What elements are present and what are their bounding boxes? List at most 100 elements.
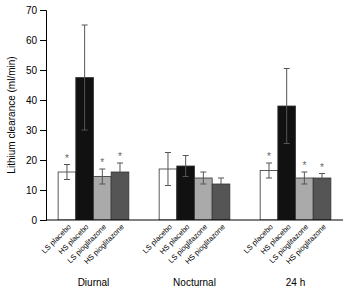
- group-label: Nocturnal: [173, 277, 216, 288]
- error-bar-cap: [266, 178, 272, 179]
- error-bar-cap: [200, 172, 206, 173]
- error-bar-cap: [82, 25, 88, 26]
- bar: [195, 178, 213, 220]
- annotations: * * * * * *: [65, 151, 324, 173]
- x-tick-label: HS pioglitazone: [284, 222, 328, 266]
- y-axis-line: [40, 11, 47, 221]
- error-bar-line: [304, 172, 305, 184]
- y-tick-mark: [40, 70, 46, 71]
- y-tick-label: 70: [26, 5, 38, 16]
- error-bar-line: [167, 153, 168, 186]
- y-axis: 0 10 20 30 40 50 60 70: [26, 5, 47, 226]
- error-bar: [117, 163, 123, 181]
- y-tick: 10: [26, 185, 46, 196]
- y-tick-mark: [40, 10, 46, 11]
- error-bar-cap: [301, 184, 307, 185]
- error-bar-cap: [117, 163, 123, 164]
- error-bar-cap: [99, 169, 105, 170]
- error-bar-cap: [284, 68, 290, 69]
- y-tick: 70: [26, 5, 46, 16]
- y-tick: 60: [26, 35, 46, 46]
- y-axis-title: Lithium clearance (ml/min): [6, 56, 17, 173]
- group-label: 24 h: [286, 277, 305, 288]
- error-bar-cap: [82, 130, 88, 131]
- error-bar: [64, 165, 70, 180]
- error-bar-line: [66, 165, 67, 180]
- y-tick-label: 50: [26, 65, 38, 76]
- error-bar-line: [286, 69, 287, 144]
- y-tick: 20: [26, 155, 46, 166]
- y-tick-label: 30: [26, 125, 38, 136]
- error-bar-line: [119, 163, 120, 181]
- error-bar: [284, 69, 290, 144]
- y-tick: 40: [26, 95, 46, 106]
- y-tick-mark: [40, 100, 46, 101]
- error-bar: [183, 156, 189, 177]
- error-bar-line: [185, 156, 186, 177]
- error-bar: [99, 169, 105, 184]
- bar: [58, 172, 76, 220]
- error-bar: [319, 174, 325, 183]
- y-tick: 0: [31, 215, 46, 226]
- bar: [313, 178, 331, 220]
- x-tick-label: HS pioglitazone: [82, 222, 126, 266]
- error-bar-cap: [183, 176, 189, 177]
- error-bar-cap: [64, 179, 70, 180]
- error-bar-cap: [319, 182, 325, 183]
- y-tick-mark: [40, 160, 46, 161]
- error-bar-cap: [301, 172, 307, 173]
- y-tick-label: 20: [26, 155, 38, 166]
- error-bar: [218, 178, 224, 190]
- error-bar: [301, 172, 307, 184]
- series: [111, 163, 331, 220]
- error-bar-cap: [64, 164, 70, 165]
- annotation: *: [320, 162, 324, 173]
- x-tick-label: HS pioglitazone: [183, 222, 227, 266]
- error-bar-cap: [99, 184, 105, 185]
- error-bar: [200, 172, 206, 184]
- error-bar-line: [84, 25, 85, 130]
- error-bar-line: [269, 163, 270, 178]
- series: [76, 25, 296, 220]
- y-tick-mark: [40, 40, 46, 41]
- y-tick-mark: [40, 190, 46, 191]
- error-bar-cap: [266, 163, 272, 164]
- x-axis: LS placeboHS placeboLS pioglitazoneHS pi…: [40, 222, 328, 288]
- y-tick: 30: [26, 125, 46, 136]
- y-tick-label: 0: [31, 215, 37, 226]
- error-bar-cap: [183, 155, 189, 156]
- y-tick: 50: [26, 65, 46, 76]
- error-bar-cap: [218, 178, 224, 179]
- series: [93, 169, 313, 220]
- annotation: *: [100, 157, 104, 168]
- error-bar: [82, 25, 88, 130]
- annotation: *: [118, 151, 122, 162]
- error-bar: [165, 153, 171, 186]
- error-bar-line: [221, 178, 222, 190]
- x-axis-line: [46, 220, 343, 221]
- y-tick-label: 60: [26, 35, 38, 46]
- error-bar-cap: [319, 173, 325, 174]
- error-bar-line: [322, 174, 323, 183]
- error-bar-line: [102, 169, 103, 184]
- error-bar-line: [203, 172, 204, 184]
- error-bar-cap: [218, 190, 224, 191]
- annotation: *: [267, 151, 271, 162]
- error-bar-cap: [165, 152, 171, 153]
- annotation: *: [302, 160, 306, 171]
- group-label: Diurnal: [78, 277, 110, 288]
- annotation: *: [65, 153, 69, 164]
- y-tick-mark: [40, 220, 46, 221]
- y-tick-mark: [40, 130, 46, 131]
- chart: 0 10 20 30 40 50 60 70 * * * * * * LS placeboHS placeb…: [0, 0, 353, 302]
- error-bar-cap: [165, 185, 171, 186]
- y-tick-label: 10: [26, 185, 38, 196]
- plot: 0 10 20 30 40 50 60 70 * * * * * * LS placeboHS placeb…: [26, 5, 343, 288]
- marks: [58, 25, 331, 220]
- bar: [296, 178, 314, 220]
- y-tick-label: 40: [26, 95, 38, 106]
- bar: [260, 171, 278, 221]
- error-bar: [266, 163, 272, 178]
- error-bar-cap: [117, 181, 123, 182]
- error-bar-cap: [200, 184, 206, 185]
